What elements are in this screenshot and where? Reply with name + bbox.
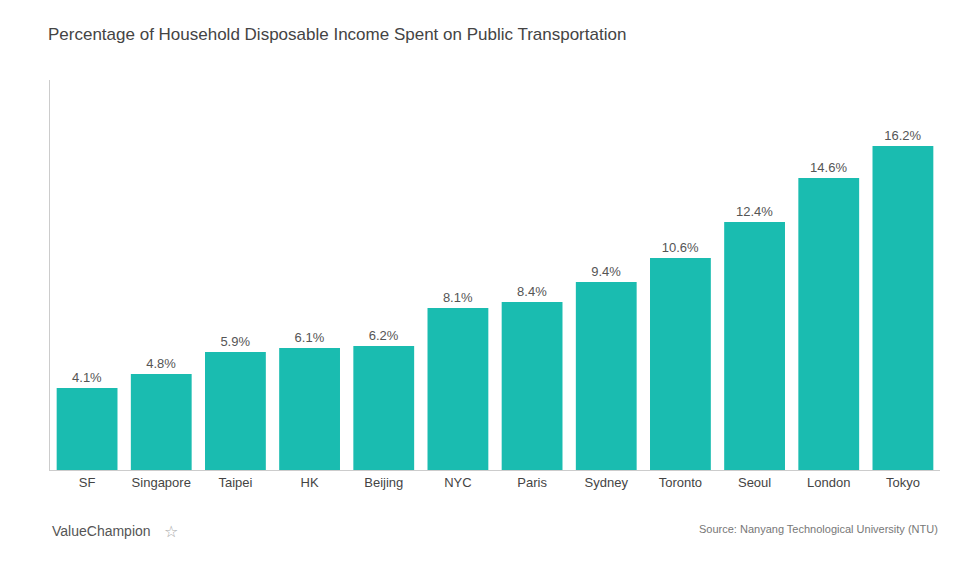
svg-text:Sydney: Sydney	[585, 475, 629, 490]
svg-text:Taipei: Taipei	[218, 475, 252, 490]
svg-text:Paris: Paris	[517, 475, 547, 490]
svg-text:8.1%: 8.1%	[443, 290, 473, 305]
svg-text:Seoul: Seoul	[738, 475, 771, 490]
svg-text:5.9%: 5.9%	[220, 334, 250, 349]
svg-text:Beijing: Beijing	[364, 475, 403, 490]
svg-text:HK: HK	[301, 475, 319, 490]
svg-text:SF: SF	[79, 475, 96, 490]
svg-text:8.4%: 8.4%	[517, 284, 547, 299]
svg-text:NYC: NYC	[444, 475, 471, 490]
svg-text:6.1%: 6.1%	[295, 330, 325, 345]
svg-text:☆: ☆	[164, 523, 178, 540]
svg-text:16.2%: 16.2%	[884, 128, 921, 143]
svg-text:ValueChampion: ValueChampion	[52, 523, 151, 539]
svg-text:London: London	[807, 475, 850, 490]
svg-text:Singapore: Singapore	[132, 475, 191, 490]
svg-text:10.6%: 10.6%	[662, 240, 699, 255]
svg-text:12.4%: 12.4%	[736, 204, 773, 219]
svg-text:4.1%: 4.1%	[72, 370, 102, 385]
svg-text:Toronto: Toronto	[659, 475, 702, 490]
svg-text:Tokyo: Tokyo	[886, 475, 920, 490]
svg-text:9.4%: 9.4%	[591, 264, 621, 279]
svg-text:14.6%: 14.6%	[810, 160, 847, 175]
svg-text:4.8%: 4.8%	[146, 356, 176, 371]
svg-text:Percentage of Household Dispos: Percentage of Household Disposable Incom…	[48, 25, 626, 44]
svg-text:Source: Nanyang Technological: Source: Nanyang Technological University…	[699, 523, 938, 535]
svg-text:6.2%: 6.2%	[369, 328, 399, 343]
